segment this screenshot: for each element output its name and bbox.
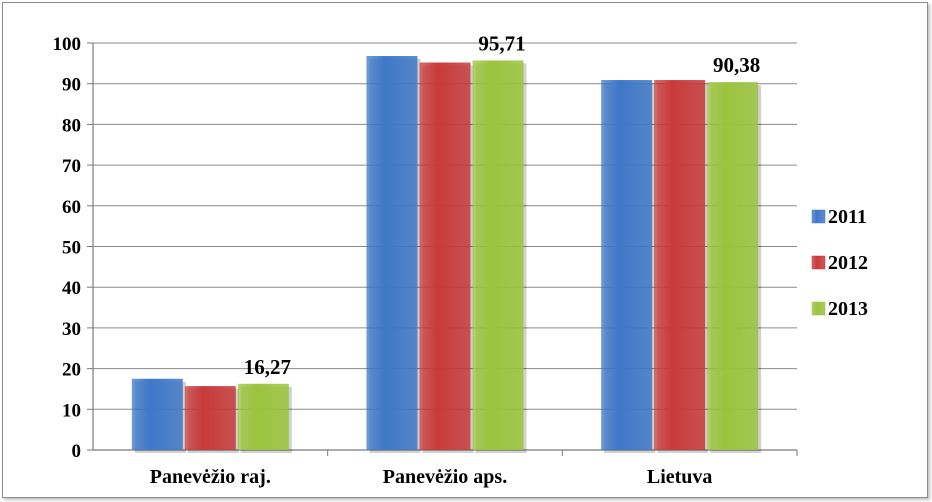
legend-label: 2013 [828,298,868,320]
legend-label: 2011 [828,206,867,228]
y-tick-label: 50 [62,238,81,259]
legend: 2011 2012 2013 [811,206,868,320]
bar-2013 [707,82,759,451]
y-tick-label: 40 [62,278,81,299]
y-tick-label: 70 [62,156,81,177]
bar-2011 [601,80,653,451]
x-category-label: Lietuva [647,466,713,488]
y-tick-label: 10 [62,400,81,421]
y-tick-label: 60 [62,197,81,218]
bar-2011 [131,378,183,450]
y-tick-label: 20 [62,360,81,381]
bar-2013 [472,60,524,451]
bar-2012 [184,386,236,450]
data-label: 95,71 [478,31,525,55]
x-category-label: Panevėžio raj. [150,466,271,488]
bar-2011 [366,56,418,451]
y-tick-label: 30 [62,319,81,340]
data-labels: 16,27 95,71 90,38 [244,31,761,378]
y-tick-label: 80 [62,115,81,136]
data-label: 90,38 [713,53,760,77]
x-category-label: Panevėžio aps. [383,466,507,488]
legend-swatch [811,255,826,270]
y-tick-label: 90 [62,75,81,96]
legend-swatch [811,301,826,316]
data-label: 16,27 [244,355,291,379]
y-tick-label: 100 [53,34,82,55]
bar-2012 [654,80,706,451]
bar-2013 [237,383,289,450]
bar-2012 [419,62,471,450]
bars [131,56,762,454]
legend-swatch [811,209,826,224]
legend-label: 2012 [828,252,868,274]
y-tick-label: 0 [72,441,82,462]
axes: 0 10 20 30 40 50 60 70 80 90 100 Panevėžio raj. Pane… [53,34,798,488]
